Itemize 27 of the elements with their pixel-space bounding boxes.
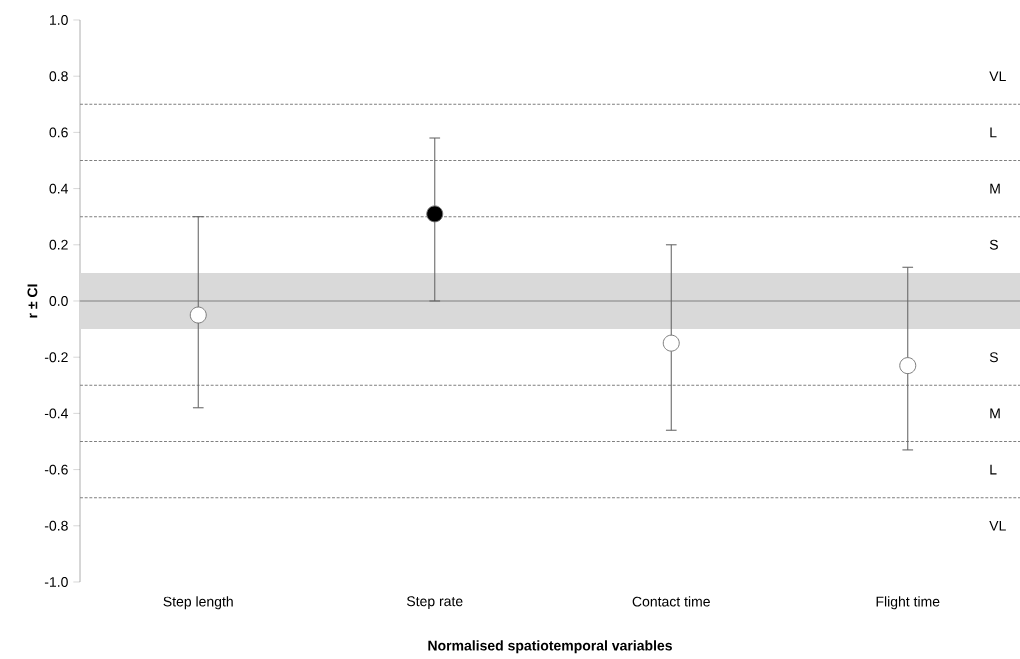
y-tick-label: 0.2 (49, 239, 68, 250)
annotation: S (989, 352, 998, 363)
x-tick-label: Flight time (876, 596, 940, 610)
y-axis-title: r ± CI (27, 284, 38, 318)
y-tick-label: -0.6 (44, 464, 68, 475)
x-tick-label: Contact time (632, 596, 710, 607)
x-tick-label: Step rate (406, 596, 463, 609)
y-tick-label: 0.8 (49, 71, 68, 82)
point (189, 306, 207, 324)
y-tick-label: -0.4 (44, 408, 68, 419)
y-tick-label: -0.8 (44, 520, 68, 531)
annotation: M (990, 408, 1000, 419)
y-tick-label: 0.4 (49, 183, 68, 194)
x-axis-title: Normalised spatiotemporal variables (428, 640, 672, 654)
y-tick-label: -1.0 (44, 577, 68, 587)
annotation: M (990, 183, 1000, 194)
point (426, 205, 444, 223)
x-tick-label: Step length (163, 596, 233, 610)
annotation: VL (989, 71, 1006, 82)
y-tick-label: 1.0 (50, 15, 68, 25)
y-tick-label: 0.0 (49, 296, 68, 306)
y-tick-label: 0.6 (49, 127, 68, 138)
y-tick-label: -0.2 (44, 352, 68, 363)
annotation: S (989, 239, 998, 250)
annotation: L (990, 464, 997, 475)
annotation: VL (989, 520, 1006, 531)
annotation: L (990, 127, 997, 138)
